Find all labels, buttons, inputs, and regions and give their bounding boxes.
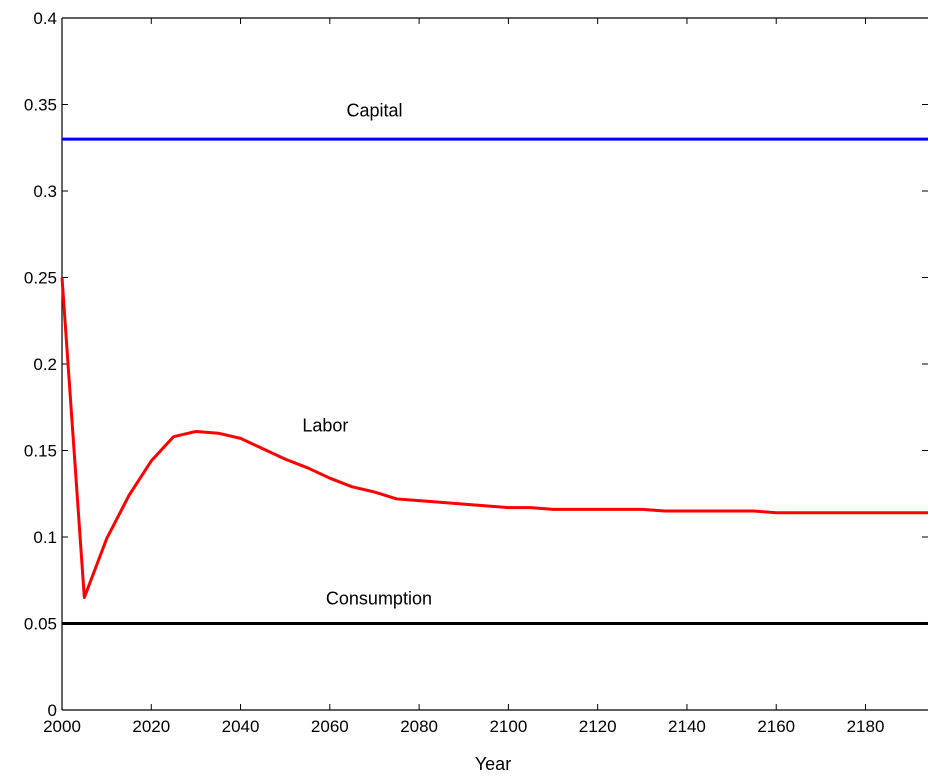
x-axis: 2000 2020 2040 2060 2080 2100 2120 2140 2160 2180 — [43, 18, 884, 736]
series-layer — [60, 137, 928, 625]
axes-frame — [61, 17, 928, 711]
x-tick-label: 2120 — [579, 717, 617, 736]
x-tick-label: 2100 — [489, 717, 527, 736]
x-tick-label: 2140 — [668, 717, 706, 736]
y-tick-label: 0.05 — [24, 615, 57, 634]
y-tick-label: 0.25 — [24, 269, 57, 288]
y-tick-label: 0 — [48, 701, 57, 720]
annotation-labor: Labor — [302, 415, 348, 435]
x-tick-label: 2080 — [400, 717, 438, 736]
annotation-capital: Capital — [346, 101, 402, 121]
x-tick-label: 2020 — [132, 717, 170, 736]
annotation-consumption: Consumption — [326, 588, 432, 608]
annotation-layer: Capital Labor Consumption — [302, 101, 432, 609]
y-tick-label: 0.35 — [24, 96, 57, 115]
x-tick-label: 2000 — [43, 717, 81, 736]
x-tick-label: 2040 — [222, 717, 260, 736]
x-tick-label: 2160 — [757, 717, 795, 736]
y-tick-label: 0.15 — [24, 442, 57, 461]
x-axis-title: Year — [475, 754, 511, 774]
y-axis: 0 0.05 0.1 0.15 0.2 0.25 0.3 0.35 0.4 — [24, 9, 928, 720]
y-tick-label: 0.4 — [33, 9, 57, 28]
x-tick-label: 2180 — [847, 717, 885, 736]
y-tick-label: 0.2 — [33, 355, 57, 374]
x-tick-label: 2060 — [311, 717, 349, 736]
y-tick-label: 0.1 — [33, 528, 57, 547]
y-tick-label: 0.3 — [33, 182, 57, 201]
series-line-labor — [60, 277, 928, 600]
